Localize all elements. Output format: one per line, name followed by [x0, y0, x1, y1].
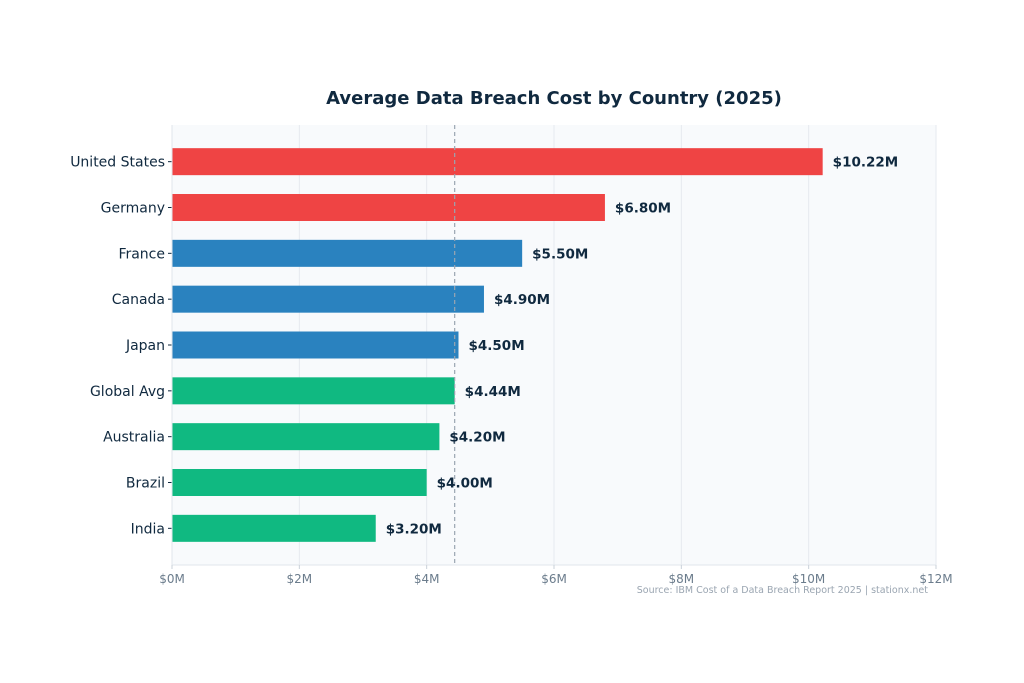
bar — [172, 194, 605, 221]
category-label: India — [131, 521, 165, 537]
chart-title: Average Data Breach Cost by Country (202… — [326, 88, 782, 109]
value-label: $4.44M — [465, 384, 521, 400]
bar — [172, 331, 459, 359]
value-label: $4.00M — [437, 476, 493, 492]
category-label: France — [118, 246, 165, 262]
bar — [172, 514, 376, 542]
category-label: Germany — [101, 201, 165, 217]
value-label: $10.22M — [833, 155, 899, 171]
value-label: $5.50M — [532, 246, 588, 262]
bars — [172, 148, 823, 542]
bar — [172, 423, 440, 451]
category-label: Australia — [103, 430, 165, 446]
value-label: $4.50M — [469, 338, 525, 354]
x-tick-label: $10M — [792, 572, 825, 586]
bar — [172, 239, 523, 267]
value-label: $6.80M — [615, 201, 671, 217]
bar — [172, 469, 427, 496]
source-note: Source: IBM Cost of a Data Breach Report… — [637, 585, 929, 596]
value-label: $3.20M — [386, 521, 442, 537]
bar — [172, 377, 455, 405]
x-tick-label: $12M — [919, 572, 952, 586]
x-tick-label: $6M — [541, 572, 567, 586]
x-tick-label: $0M — [159, 572, 185, 586]
value-label: $4.90M — [494, 292, 550, 308]
category-label: United States — [70, 155, 165, 171]
x-ticks: $0M $2M $4M $6M $8M $10M $12M — [159, 565, 953, 586]
category-label: Brazil — [126, 476, 165, 492]
x-tick-label: $8M — [669, 572, 695, 586]
bar — [172, 148, 823, 176]
category-label: Canada — [112, 292, 165, 308]
bar — [172, 285, 484, 313]
category-label: Japan — [125, 338, 165, 354]
category-labels: United States Germany France Canada Japan Glo… — [70, 155, 165, 538]
x-tick-label: $4M — [414, 572, 440, 586]
value-labels: $10.22M $6.80M $5.50M $4.90M $4.50M $4.44M $4.… — [386, 155, 898, 538]
x-tick-label: $2M — [287, 572, 313, 586]
value-label: $4.20M — [449, 430, 505, 446]
category-label: Global Avg — [90, 384, 165, 400]
